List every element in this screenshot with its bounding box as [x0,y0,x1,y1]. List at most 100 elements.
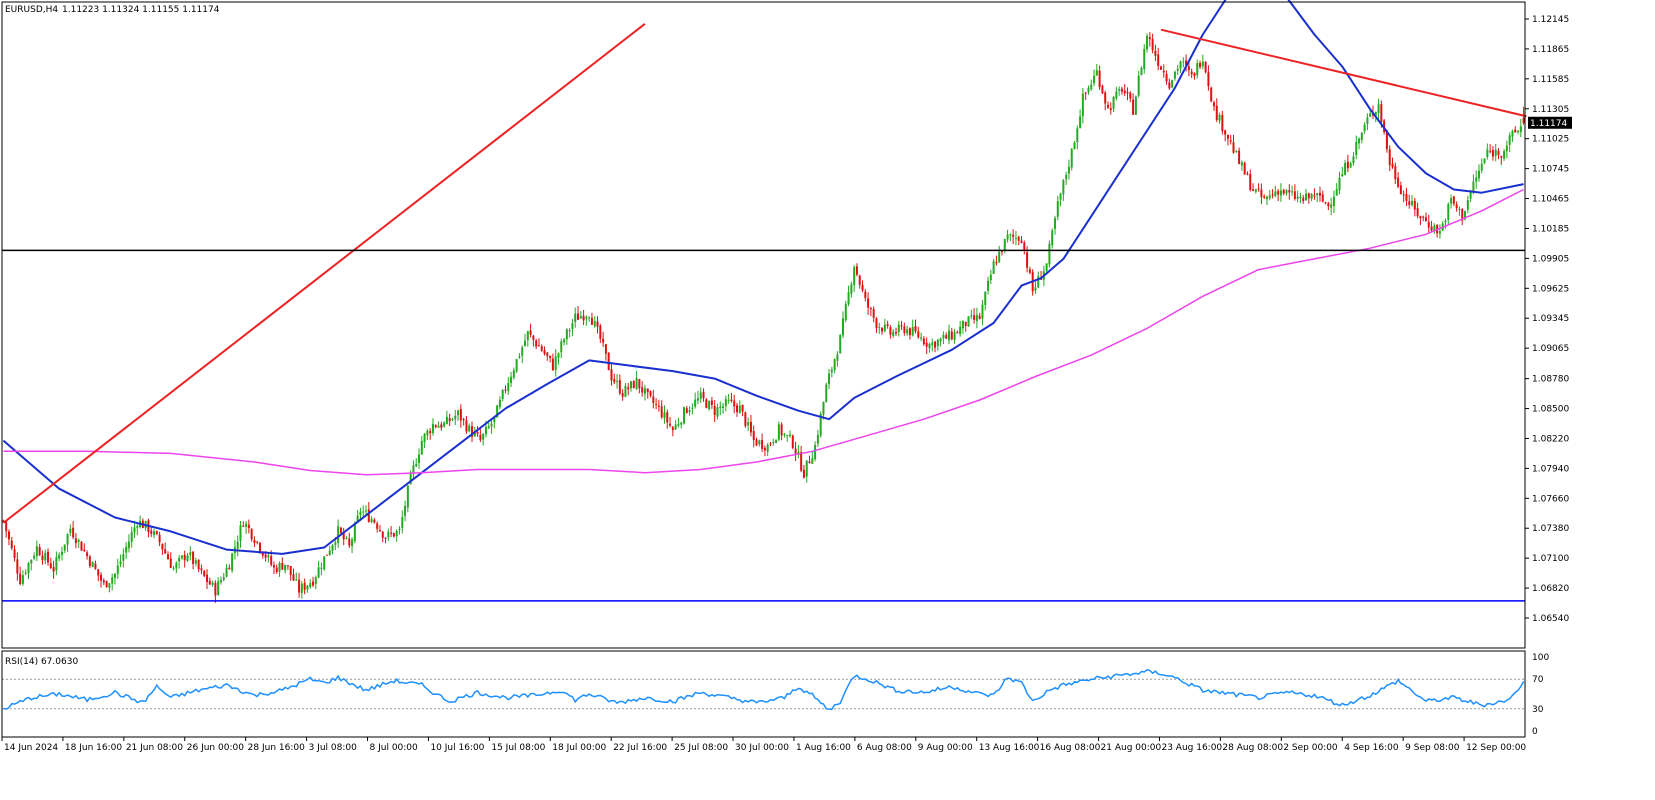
candle-body [1438,231,1441,234]
candle-body [1511,130,1514,137]
candle-body [242,525,245,527]
candle-body [19,573,22,584]
candle-body [27,562,30,574]
price-panel[interactable] [2,0,1527,603]
candle-body [788,434,791,437]
candle-body [797,451,800,454]
candle-body [1316,193,1319,196]
candle-body [903,326,906,333]
candle-body [551,358,554,371]
candle-body [1402,194,1405,196]
candle-body [897,324,900,333]
candle-body [1137,75,1140,96]
candle-body [245,523,248,527]
rsi-panel[interactable] [2,668,1525,711]
candle-body [1282,189,1285,194]
candle-body [24,572,27,574]
candle-body [892,331,895,336]
candle-body [440,424,443,428]
candle-body [900,325,903,327]
current-price-marker [1528,116,1572,129]
candle-body [604,344,607,354]
candle-body [328,550,331,556]
candle-body [1187,66,1190,71]
candle-body [819,413,822,436]
candle-body [303,582,306,590]
time-tick-label: 28 Aug 08:00 [1222,743,1283,753]
candle-body [1106,104,1109,108]
candle-body [602,338,605,343]
candle-body [973,315,976,320]
candle-body [1053,218,1056,229]
candle-body [822,401,825,415]
candle-body [1277,191,1280,195]
candle-body [878,326,881,328]
candle-body [91,562,94,568]
candle-body [437,425,440,428]
candle-body [1226,134,1229,139]
candle-body [457,410,460,416]
candle-body [610,369,613,381]
candle-body [180,555,183,559]
candle-body [80,541,83,551]
candle-body [780,424,783,436]
candle-body [136,526,139,528]
candle-body [1352,156,1355,164]
candle-body [1235,150,1238,152]
candle-body [577,313,580,320]
candle-body [524,340,527,346]
candle-body [487,426,490,428]
candle-body [1430,226,1433,231]
candle-body [178,557,181,562]
candle-body [370,518,373,523]
candle-body [719,406,722,409]
candle-body [172,568,175,570]
candle-body [1346,161,1349,169]
candle-body [317,567,320,578]
candle-body [755,439,758,446]
candle-body [1023,242,1026,251]
candle-body [828,373,831,385]
candle-body [1296,196,1299,199]
candle-body [1034,287,1037,291]
candle-body [590,317,593,325]
candle-body [1455,204,1458,209]
time-tick-label: 22 Jul 16:00 [613,743,667,753]
candle-body [1260,189,1263,198]
candle-body [192,551,195,564]
candle-body [49,563,52,569]
candle-body [588,317,591,319]
candle-body [38,547,41,556]
candle-body [1254,189,1257,192]
candle-body [1101,85,1104,94]
candle-body [1335,189,1338,196]
candle-body [660,406,663,418]
candle-body [1374,111,1377,117]
candle-body [621,393,624,397]
candle-body [5,520,8,532]
candle-body [1176,68,1179,71]
candle-body [1444,220,1447,223]
candle-body [356,515,359,522]
candle-body [917,331,920,338]
candle-body [1243,162,1246,175]
candle-body [850,284,853,294]
candle-body [1014,237,1017,239]
candle-body [649,391,652,396]
candle-body [1358,138,1361,144]
candle-body [741,404,744,412]
candle-body [666,412,669,423]
candle-body [504,389,507,391]
candle-body [802,469,805,478]
candle-body [646,388,649,393]
time-tick-label: 4 Sep 16:00 [1344,743,1399,753]
time-tick-label: 25 Jul 08:00 [674,743,728,753]
candle-body [298,579,301,593]
price-tick-label: 1.10745 [1532,165,1569,175]
candle-body [186,555,189,561]
candle-body [1452,196,1455,204]
candle-body [468,425,471,432]
time-tick-label: 9 Aug 00:00 [918,743,973,753]
